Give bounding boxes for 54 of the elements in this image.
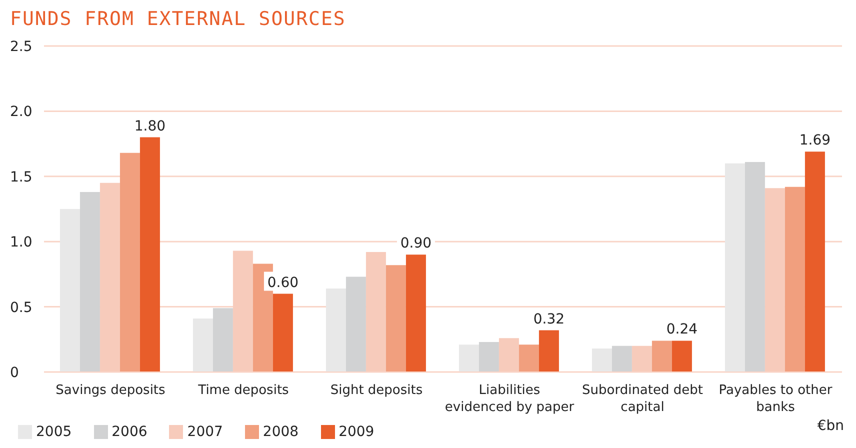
bar [60, 209, 80, 372]
y-tick-label: 1.0 [10, 234, 32, 251]
bar [804, 152, 825, 372]
bar [478, 342, 499, 372]
bar [192, 318, 213, 372]
bar [744, 162, 765, 372]
x-tick-label: Liabilities evidenced by paper [444, 383, 575, 415]
x-tick-label: Payables to other banks [718, 383, 833, 415]
data-label: 0.60 [267, 274, 299, 291]
legend-label: 2007 [187, 424, 223, 440]
bar [458, 344, 479, 372]
y-tick-label: 1.5 [10, 169, 32, 186]
bar [272, 294, 293, 372]
legend-label: 2009 [338, 424, 374, 440]
bar [784, 186, 805, 372]
x-tick-label: Sight deposits [330, 383, 423, 398]
bar [120, 152, 140, 372]
bar [80, 192, 100, 372]
data-label: 0.32 [533, 311, 565, 328]
x-tick-label: Savings deposits [56, 383, 166, 398]
bar [652, 340, 672, 372]
legend-label: 2008 [262, 424, 299, 440]
bar [672, 340, 692, 372]
bar [326, 288, 346, 372]
data-label: 1.80 [134, 118, 166, 134]
bar [212, 308, 233, 372]
bar [232, 250, 253, 372]
data-label: 1.69 [799, 132, 831, 149]
bar [366, 252, 386, 372]
x-tick-label: Time deposits [197, 383, 290, 398]
bar [592, 348, 612, 372]
bar [612, 346, 632, 372]
bar [498, 338, 519, 372]
bar [632, 346, 652, 372]
bar [140, 137, 160, 372]
bar [386, 265, 406, 372]
bar [538, 330, 559, 372]
bar [724, 163, 745, 372]
data-label: 0.24 [666, 322, 698, 338]
bar [406, 254, 426, 372]
y-tick-label: 2.0 [10, 104, 32, 120]
bar [518, 344, 539, 372]
bar [346, 276, 366, 372]
y-tick-label: 0.5 [10, 300, 32, 316]
x-tick-label: Subordinated debt capital [582, 383, 703, 415]
data-label: 0.90 [400, 236, 432, 252]
y-tick-label: 0 [10, 364, 19, 381]
legend-label: 2006 [112, 424, 148, 440]
bar [100, 182, 120, 372]
legend-label: 2005 [36, 424, 72, 440]
bar [764, 188, 785, 372]
text: €bn [817, 418, 844, 434]
chart-title: FUNDS FROM EXTERNAL SOURCES [9, 8, 347, 32]
y-tick-label: 2.5 [10, 38, 32, 55]
